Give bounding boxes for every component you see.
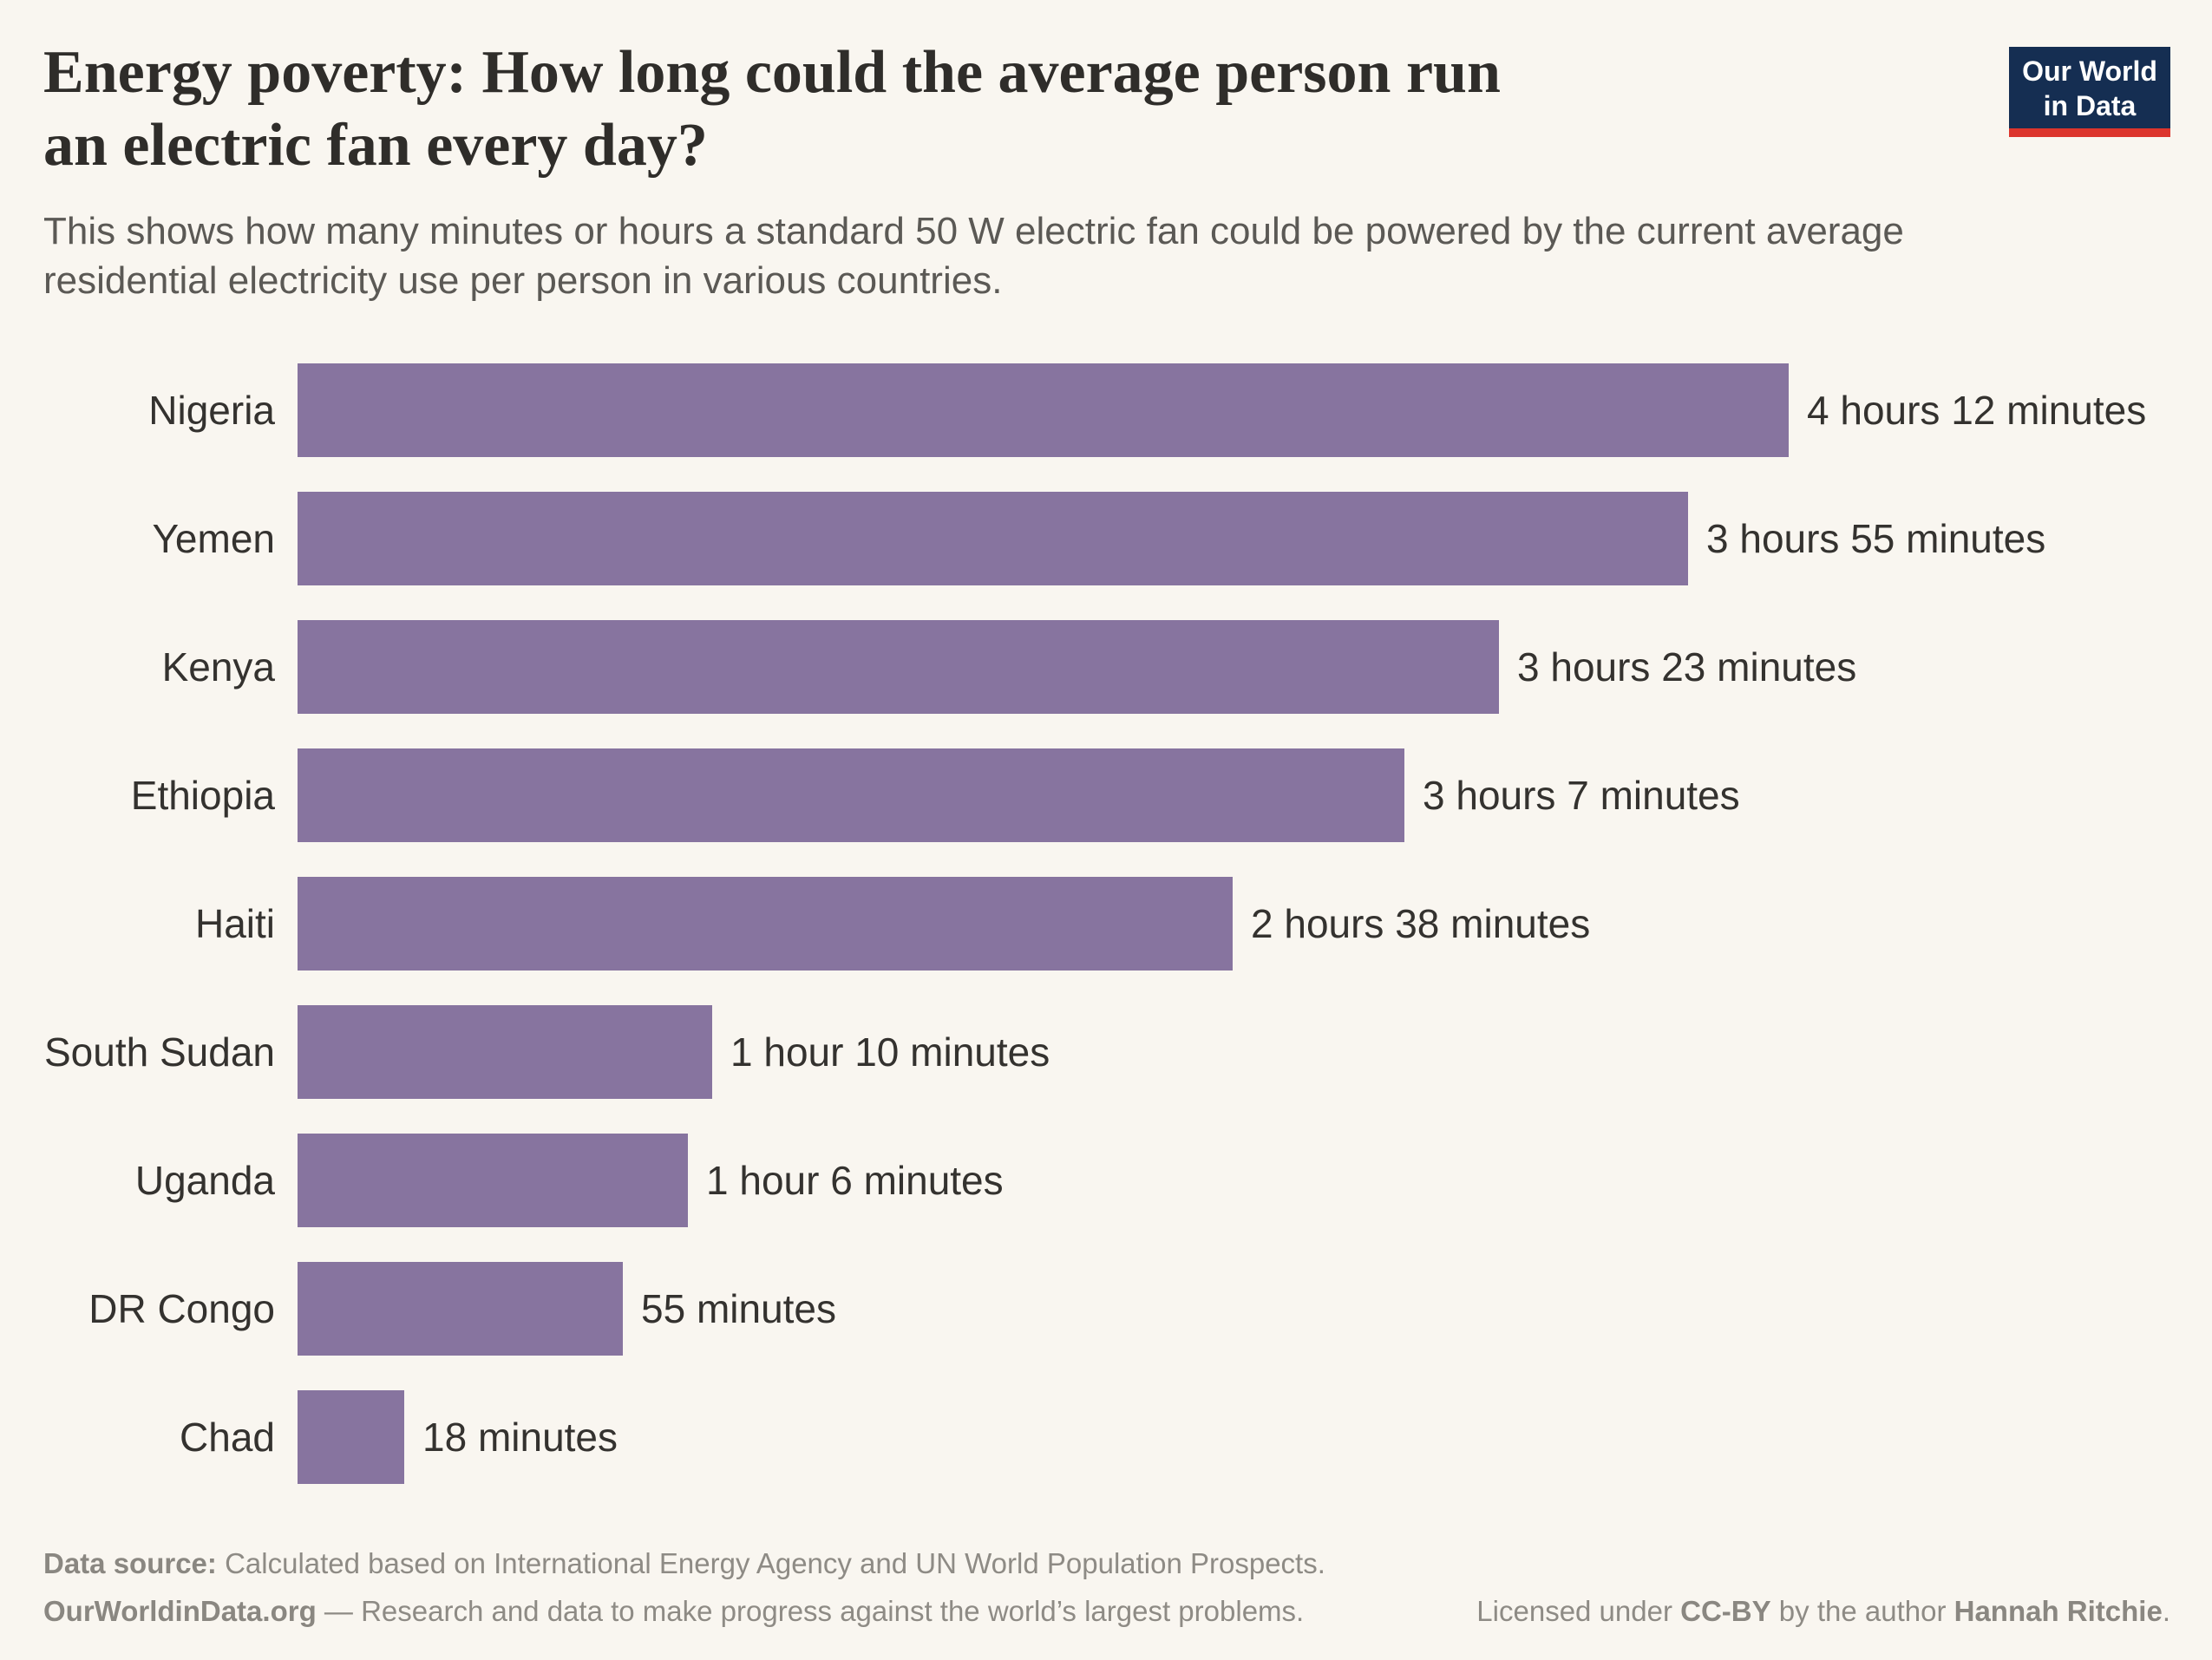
license-text-end: .: [2162, 1595, 2170, 1627]
chart-row: Yemen 3 hours 55 minutes: [43, 474, 2170, 603]
bar: [298, 492, 1688, 585]
country-label: Kenya: [161, 644, 275, 689]
page-title: Energy poverty: How long could the avera…: [43, 36, 2170, 182]
license-author: Hannah Ritchie: [1953, 1595, 2163, 1627]
site-line: OurWorldinData.org — Research and data t…: [43, 1587, 1304, 1635]
chart-row: South Sudan 1 hour 10 minutes: [43, 988, 2170, 1116]
value-label: 18 minutes: [422, 1415, 618, 1460]
license-line: Licensed under CC-BY by the author Hanna…: [1476, 1587, 2170, 1635]
bar: [298, 748, 1404, 842]
chart-row: Chad 18 minutes: [43, 1373, 2170, 1501]
owid-logo: Our World in Data: [2009, 47, 2170, 137]
bar: [298, 1005, 712, 1099]
page-title-line2: an electric fan every day?: [43, 112, 708, 179]
chart-row: DR Congo 55 minutes: [43, 1245, 2170, 1373]
bar: [298, 363, 1789, 457]
page-subtitle-line2: residential electricity use per person i…: [43, 259, 1003, 302]
country-label: Haiti: [194, 901, 275, 946]
value-label: 3 hours 7 minutes: [1423, 773, 1740, 818]
license-text-mid: by the author: [1770, 1595, 1954, 1627]
chart-row: Haiti 2 hours 38 minutes: [43, 859, 2170, 988]
country-label: Chad: [180, 1415, 275, 1460]
value-label: 3 hours 55 minutes: [1706, 516, 2046, 561]
page-title-line1: Energy poverty: How long could the avera…: [43, 39, 1501, 106]
value-label: 2 hours 38 minutes: [1251, 901, 1591, 946]
license-cc: CC-BY: [1680, 1595, 1771, 1627]
footer-bottom-line: OurWorldinData.org — Research and data t…: [43, 1587, 2170, 1635]
chart-row: Nigeria 4 hours 12 minutes: [43, 346, 2170, 474]
value-label: 55 minutes: [641, 1286, 837, 1331]
site-tagline: — Research and data to make progress aga…: [316, 1595, 1305, 1627]
bar: [298, 1134, 688, 1227]
country-label: Nigeria: [148, 388, 275, 433]
logo-text-line2: in Data: [2043, 90, 2137, 121]
bar: [298, 1262, 623, 1356]
value-label: 3 hours 23 minutes: [1517, 644, 1857, 689]
data-source-line: Data source: Calculated based on Interna…: [43, 1539, 2170, 1587]
country-label: Yemen: [152, 516, 275, 561]
page-subtitle: This shows how many minutes or hours a s…: [43, 206, 2170, 305]
chart-row: Kenya 3 hours 23 minutes: [43, 603, 2170, 731]
bar: [298, 1390, 404, 1484]
bar: [298, 620, 1499, 714]
page-subtitle-line1: This shows how many minutes or hours a s…: [43, 210, 1904, 252]
bar-chart: Nigeria 4 hours 12 minutes Yemen 3 hours 55…: [43, 346, 2170, 1501]
value-label: 1 hour 6 minutes: [706, 1158, 1004, 1203]
country-label: South Sudan: [43, 1029, 275, 1075]
bar: [298, 877, 1233, 971]
chart-row: Ethiopia 3 hours 7 minutes: [43, 731, 2170, 859]
logo-text-line1: Our World: [2022, 56, 2157, 87]
site-name: OurWorldinData.org: [43, 1595, 317, 1627]
value-label: 4 hours 12 minutes: [1807, 388, 2147, 433]
data-source-label: Data source:: [43, 1547, 217, 1579]
country-label: Ethiopia: [130, 773, 275, 818]
footer: Data source: Calculated based on Interna…: [43, 1539, 2170, 1635]
data-source-text: Calculated based on International Energy…: [216, 1547, 1325, 1579]
chart-row: Uganda 1 hour 6 minutes: [43, 1116, 2170, 1245]
value-label: 1 hour 10 minutes: [730, 1029, 1050, 1075]
license-text: Licensed under: [1476, 1595, 1681, 1627]
country-label: DR Congo: [88, 1286, 275, 1331]
country-label: Uganda: [134, 1158, 275, 1203]
